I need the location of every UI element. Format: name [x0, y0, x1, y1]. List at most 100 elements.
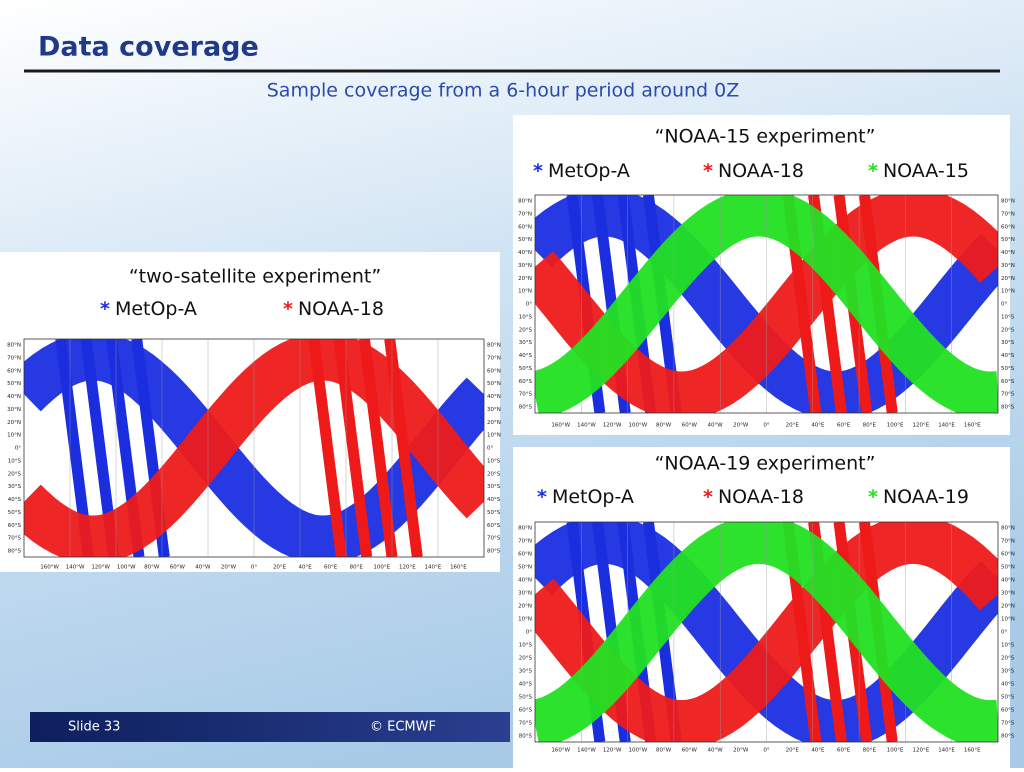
lat-label: 30°S	[8, 484, 22, 490]
lat-label: 60°N	[487, 368, 501, 374]
panel: “NOAA-19 experiment”* MetOp-A * NOAA-18 * NOA…	[513, 447, 1015, 768]
lat-label: 0°	[1001, 302, 1007, 308]
lon-label: 160°E	[450, 565, 467, 571]
lat-label: 40°N	[1001, 250, 1015, 256]
lat-label: 60°S	[519, 708, 533, 714]
lat-label: 40°S	[8, 497, 22, 503]
lat-label: 70°S	[487, 536, 501, 542]
legend-marker: *	[537, 486, 547, 508]
legend-item: * MetOp-A	[537, 486, 634, 508]
lon-label: 140°E	[425, 565, 442, 571]
lat-label: 30°N	[518, 591, 532, 597]
legend-label: MetOp-A	[548, 160, 630, 182]
lon-label: 160°E	[964, 423, 981, 429]
lon-label: 160°E	[964, 748, 981, 754]
lon-label: 120°E	[399, 565, 416, 571]
lat-label: 80°S	[519, 405, 533, 411]
panel-title: “two-satellite experiment”	[129, 266, 381, 288]
lat-label: 50°S	[1001, 366, 1015, 372]
panel-title: “NOAA-19 experiment”	[655, 453, 876, 475]
lat-label: 20°N	[518, 276, 532, 282]
lat-label: 50°N	[1001, 237, 1015, 243]
lat-label: 20°N	[1001, 604, 1015, 610]
lon-label: 60°W	[170, 565, 186, 571]
legend-marker: *	[703, 160, 713, 182]
legend-item: * MetOp-A	[100, 298, 197, 320]
copyright: © ECMWF	[370, 720, 436, 735]
lat-label: 80°S	[1001, 734, 1015, 740]
lon-label: 140°W	[577, 423, 596, 429]
legend-item: * MetOp-A	[533, 160, 630, 182]
lat-label: 10°N	[518, 289, 532, 295]
map-frame	[23, 338, 485, 558]
legend-label: MetOp-A	[115, 298, 197, 320]
lat-label: 60°S	[519, 379, 533, 385]
lon-label: 120°E	[912, 748, 929, 754]
lat-label: 80°N	[518, 526, 532, 532]
lon-label: 120°W	[603, 423, 622, 429]
lon-label: 160°W	[551, 748, 570, 754]
lat-label: 50°N	[7, 381, 21, 387]
lat-label: 70°S	[519, 721, 533, 727]
lat-label: 30°S	[519, 340, 533, 346]
lat-label: 0°	[15, 446, 21, 452]
lon-label: 0°	[763, 423, 769, 429]
legend-label: NOAA-19	[883, 486, 969, 508]
lat-label: 60°N	[518, 552, 532, 558]
lat-label: 20°S	[519, 656, 533, 662]
lat-label: 20°N	[7, 420, 21, 426]
lon-label: 120°E	[912, 423, 929, 429]
lon-label: 60°E	[837, 423, 851, 429]
lat-label: 50°N	[487, 381, 501, 387]
lat-label: 70°N	[1001, 211, 1015, 217]
lat-label: 50°S	[519, 366, 533, 372]
lon-label: 80°E	[863, 423, 877, 429]
lat-label: 40°N	[1001, 578, 1015, 584]
lat-label: 60°N	[518, 224, 532, 230]
lon-label: 120°W	[91, 565, 110, 571]
lat-label: 10°S	[1001, 314, 1015, 320]
legend-item: * NOAA-18	[703, 160, 804, 182]
lat-label: 40°S	[487, 497, 501, 503]
lon-label: 40°W	[707, 748, 723, 754]
lat-label: 0°	[487, 446, 493, 452]
lon-label: 40°W	[707, 423, 723, 429]
lat-label: 60°N	[1001, 224, 1015, 230]
lat-label: 20°S	[519, 327, 533, 333]
coverage-map	[24, 339, 484, 557]
lat-label: 30°N	[518, 263, 532, 269]
lon-label: 40°E	[811, 423, 825, 429]
subtitle: Sample coverage from a 6-hour period aro…	[267, 80, 740, 102]
lon-label: 140°W	[66, 565, 85, 571]
lat-label: 50°S	[487, 510, 501, 516]
lat-label: 20°N	[487, 420, 501, 426]
lon-label: 20°E	[273, 565, 287, 571]
lat-label: 50°N	[1001, 565, 1015, 571]
lon-label: 40°E	[298, 565, 312, 571]
lon-label: 20°E	[786, 423, 800, 429]
legend-item: * NOAA-19	[868, 486, 969, 508]
lon-label: 100°W	[117, 565, 136, 571]
lat-label: 70°S	[8, 536, 22, 542]
lon-label: 80°E	[863, 748, 877, 754]
legend-label: NOAA-18	[298, 298, 384, 320]
legend-marker: *	[868, 486, 878, 508]
slide-title: Data coverage	[38, 32, 259, 63]
lat-label: 30°S	[519, 669, 533, 675]
lat-label: 80°S	[1001, 405, 1015, 411]
legend-label: NOAA-15	[883, 160, 969, 182]
lat-label: 10°S	[487, 458, 501, 464]
lat-label: 10°S	[1001, 643, 1015, 649]
lon-label: 40°E	[811, 748, 825, 754]
lat-label: 80°N	[1001, 199, 1015, 205]
lon-label: 80°W	[656, 423, 672, 429]
lon-label: 20°W	[733, 748, 749, 754]
lat-label: 60°S	[1001, 379, 1015, 385]
satellite-track	[358, 339, 398, 557]
lat-label: 40°S	[519, 353, 533, 359]
lon-label: 100°W	[629, 748, 648, 754]
lon-label: 80°W	[656, 748, 672, 754]
lat-label: 40°N	[487, 394, 501, 400]
